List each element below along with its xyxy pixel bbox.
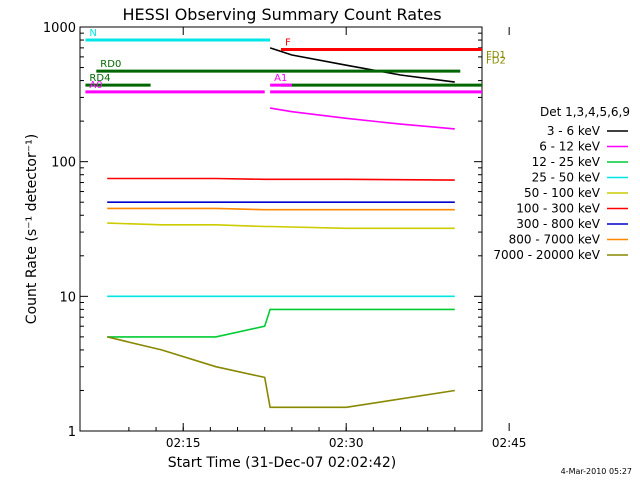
plot-frame [79, 26, 483, 432]
y-axis-label: Count Rate (s⁻¹ detector⁻¹) [24, 134, 40, 324]
series-line-3-6-kev [269, 47, 455, 83]
flag-label-rd4: RD4 [89, 73, 110, 84]
legend-label-25-50-kev: 25 - 50 keV [532, 171, 601, 185]
legend-label-50-100-kev: 50 - 100 keV [524, 186, 601, 200]
flag-label-f: F [285, 38, 291, 49]
y-tick-labels: 1 10 100 1000 [43, 21, 76, 440]
legend-label-6-12-kev: 6 - 12 keV [539, 140, 601, 154]
flag-label-a0: A0 [89, 80, 102, 91]
legend-label-800-7000-kev: 800 - 7000 keV [509, 233, 601, 247]
flag-label-n: N [89, 28, 96, 39]
series-line-12-25-kev [107, 308, 455, 338]
series-lines [107, 47, 455, 409]
y-tick-label: 10 [59, 290, 76, 305]
axis-ticks [80, 26, 510, 432]
y-tick-label: 1 [68, 425, 76, 440]
y-tick-label: 1000 [43, 21, 76, 36]
flag-label-fd2: FD2 [486, 56, 506, 67]
timestamp-footer: 4-Mar-2010 05:27 [561, 467, 632, 476]
series-line-100-300-kev [107, 177, 455, 181]
legend-label-100-300-kev: 100 - 300 keV [516, 202, 600, 216]
y-tick-label: 100 [51, 156, 76, 171]
legend-title: Det 1,3,4,5,6,9 [540, 105, 630, 119]
x-tick-label: 02:15 [166, 436, 201, 450]
flag-label-fd1: FD1 [486, 50, 506, 61]
flag-label-rd0: RD0 [100, 59, 121, 70]
series-line-7000-20000-kev [107, 336, 455, 409]
chart-title: HESSI Observing Summary Count Rates [122, 5, 441, 24]
legend-label-300-800-kev: 300 - 800 keV [516, 217, 600, 231]
series-line-800-7000-kev [107, 207, 455, 211]
legend-label-12-25-kev: 12 - 25 keV [532, 155, 601, 169]
series-line-6-12-kev [269, 107, 455, 130]
x-tick-label: 02:30 [329, 436, 364, 450]
x-tick-label: 02:45 [492, 436, 527, 450]
legend-label-7000-20000-kev: 7000 - 20000 keV [493, 248, 600, 262]
series-line-50-100-kev [107, 222, 455, 230]
x-axis-label: Start Time (31-Dec-07 02:02:42) [168, 455, 396, 471]
flag-label-a1: A1 [274, 73, 287, 84]
legend-label-3-6-kev: 3 - 6 keV [547, 124, 601, 138]
